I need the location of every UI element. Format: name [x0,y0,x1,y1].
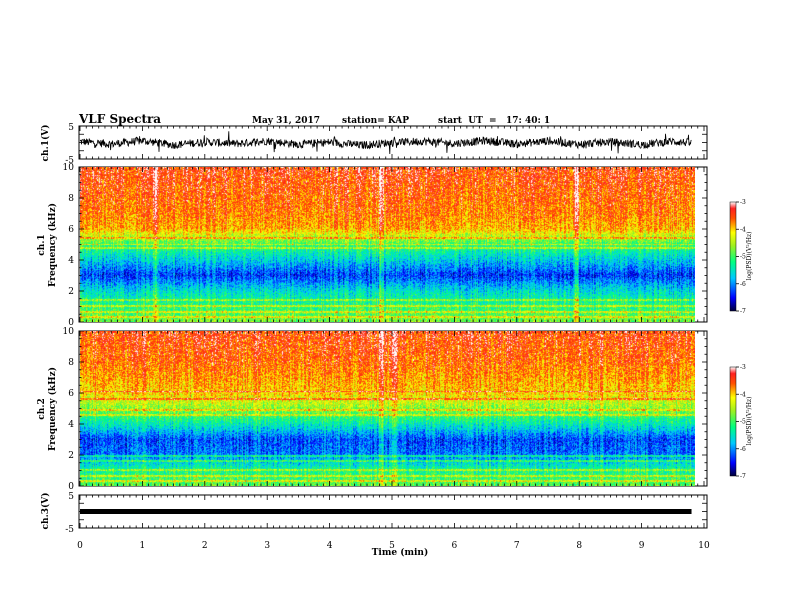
x-tick-label: 7 [514,541,520,551]
colorbar-tick-label: -6 [740,446,746,453]
x-tick-label: 4 [327,541,333,551]
colorbar-tick-label: -4 [740,226,746,233]
x-tick-label: 5 [389,541,395,551]
y-tick-label: 5 [68,123,74,133]
colorbar-tick-label: -4 [740,391,746,398]
x-tick-label: 6 [452,541,458,551]
y-tick-label: -5 [65,156,74,166]
x-tick-label: 8 [576,541,582,551]
ch1-colorbar-label: log(PSD)(V²/Hz) [746,232,753,281]
colorbar-tick-label: -7 [740,473,746,480]
x-tick-label: 0 [77,541,83,551]
ch1-spectrogram-image [80,167,695,322]
colorbar-tick-label: -7 [740,308,746,315]
y-tick-label: 10 [63,163,75,173]
y-tick-label: -5 [65,525,74,535]
ch1-spec-y-axis-label: ch.1Frequency (kHz) [37,203,58,287]
start-time-label: start UT = 17: 40: 1 [438,116,550,126]
svg-text:ch.1Frequency (kHz): ch.1Frequency (kHz) [37,203,58,287]
colorbar-tick-label: -3 [740,199,746,206]
ch2-spec-y-axis-label: ch.2Frequency (kHz) [37,367,58,451]
x-tick-label: 9 [639,541,645,551]
colorbar-tick-label: -6 [740,281,746,288]
ch1-waveform-trace [79,131,692,155]
y-tick-label: 6 [68,389,74,399]
chart-title: VLF Spectra [78,112,161,126]
x-axis-label: Time (min) [372,547,429,558]
x-tick-label: 10 [698,541,710,551]
x-tick-label: 2 [202,541,208,551]
date-label: May 31, 2017 [252,116,320,126]
axis-ticks: 0 1 2 3 4 5 6 7 8 9 105-55-502468100246810-3-4-5-6… [63,123,746,551]
x-tick-label: 1 [140,541,146,551]
y-tick-label: 5 [68,492,74,502]
colorbar-tick-label: -3 [740,364,746,371]
ch2-colorbar [729,366,737,477]
y-tick-label: 0 [68,482,74,492]
ch1-y-axis-label: ch.1(V) [40,125,51,162]
colorbar-tick-label: -5 [740,254,746,261]
colorbar-tick-label: -5 [740,419,746,426]
station-label: station= KAP [342,116,409,126]
y-tick-label: 8 [68,358,74,368]
x-tick-label: 3 [264,541,270,551]
y-tick-label: 2 [68,451,74,461]
ch1-colorbar [729,201,737,312]
ch1-waveform-frame [78,125,708,160]
y-tick-label: 10 [63,327,75,337]
svg-text:ch.2Frequency (kHz): ch.2Frequency (kHz) [37,367,58,451]
y-tick-label: 8 [68,194,74,204]
y-tick-label: 4 [68,420,74,430]
y-tick-label: 0 [68,318,74,328]
ch3-y-axis-label: ch.3(V) [40,493,51,530]
y-tick-label: 6 [68,225,74,235]
y-tick-label: 4 [68,256,74,266]
ch2-colorbar-label: log(PSD)(V²/Hz) [746,397,753,446]
y-tick-label: 2 [68,287,74,297]
ch2-spectrogram-image [80,331,695,486]
